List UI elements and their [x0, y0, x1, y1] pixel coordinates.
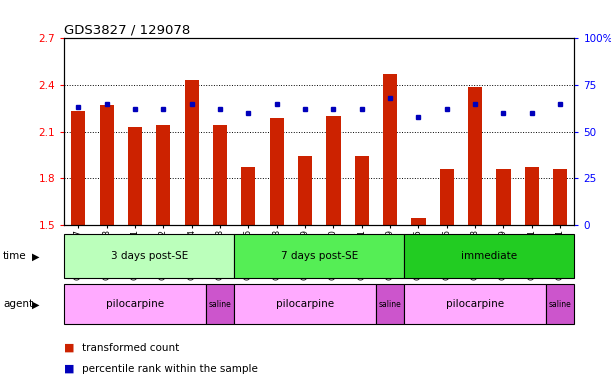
- Bar: [496, 169, 511, 225]
- Bar: [269, 118, 284, 225]
- Bar: [128, 127, 142, 225]
- Text: pilocarpine: pilocarpine: [276, 299, 334, 310]
- Bar: [241, 167, 255, 225]
- Bar: [298, 156, 312, 225]
- Bar: [206, 284, 234, 324]
- Text: immediate: immediate: [461, 251, 518, 262]
- Text: ▶: ▶: [32, 299, 39, 310]
- Bar: [404, 234, 574, 278]
- Bar: [468, 86, 482, 225]
- Text: ▶: ▶: [32, 251, 39, 262]
- Bar: [553, 169, 567, 225]
- Text: transformed count: transformed count: [82, 343, 180, 353]
- Text: percentile rank within the sample: percentile rank within the sample: [82, 364, 258, 374]
- Bar: [185, 80, 199, 225]
- Text: ■: ■: [64, 364, 75, 374]
- Text: saline: saline: [549, 300, 571, 309]
- Bar: [546, 284, 574, 324]
- Bar: [234, 234, 404, 278]
- Text: GDS3827 / 129078: GDS3827 / 129078: [64, 23, 191, 36]
- Text: agent: agent: [3, 299, 33, 310]
- Text: ■: ■: [64, 343, 75, 353]
- Bar: [100, 105, 114, 225]
- Bar: [71, 111, 86, 225]
- Text: saline: saline: [379, 300, 401, 309]
- Bar: [440, 169, 454, 225]
- Bar: [383, 74, 397, 225]
- Bar: [64, 234, 234, 278]
- Bar: [411, 218, 425, 225]
- Text: pilocarpine: pilocarpine: [446, 299, 504, 310]
- Text: 3 days post-SE: 3 days post-SE: [111, 251, 188, 262]
- Bar: [64, 284, 206, 324]
- Bar: [404, 284, 546, 324]
- Text: saline: saline: [209, 300, 232, 309]
- Text: 7 days post-SE: 7 days post-SE: [280, 251, 358, 262]
- Bar: [354, 156, 369, 225]
- Bar: [156, 125, 170, 225]
- Bar: [525, 167, 539, 225]
- Bar: [213, 125, 227, 225]
- Text: pilocarpine: pilocarpine: [106, 299, 164, 310]
- Bar: [234, 284, 376, 324]
- Bar: [376, 284, 404, 324]
- Bar: [326, 116, 340, 225]
- Text: time: time: [3, 251, 27, 262]
